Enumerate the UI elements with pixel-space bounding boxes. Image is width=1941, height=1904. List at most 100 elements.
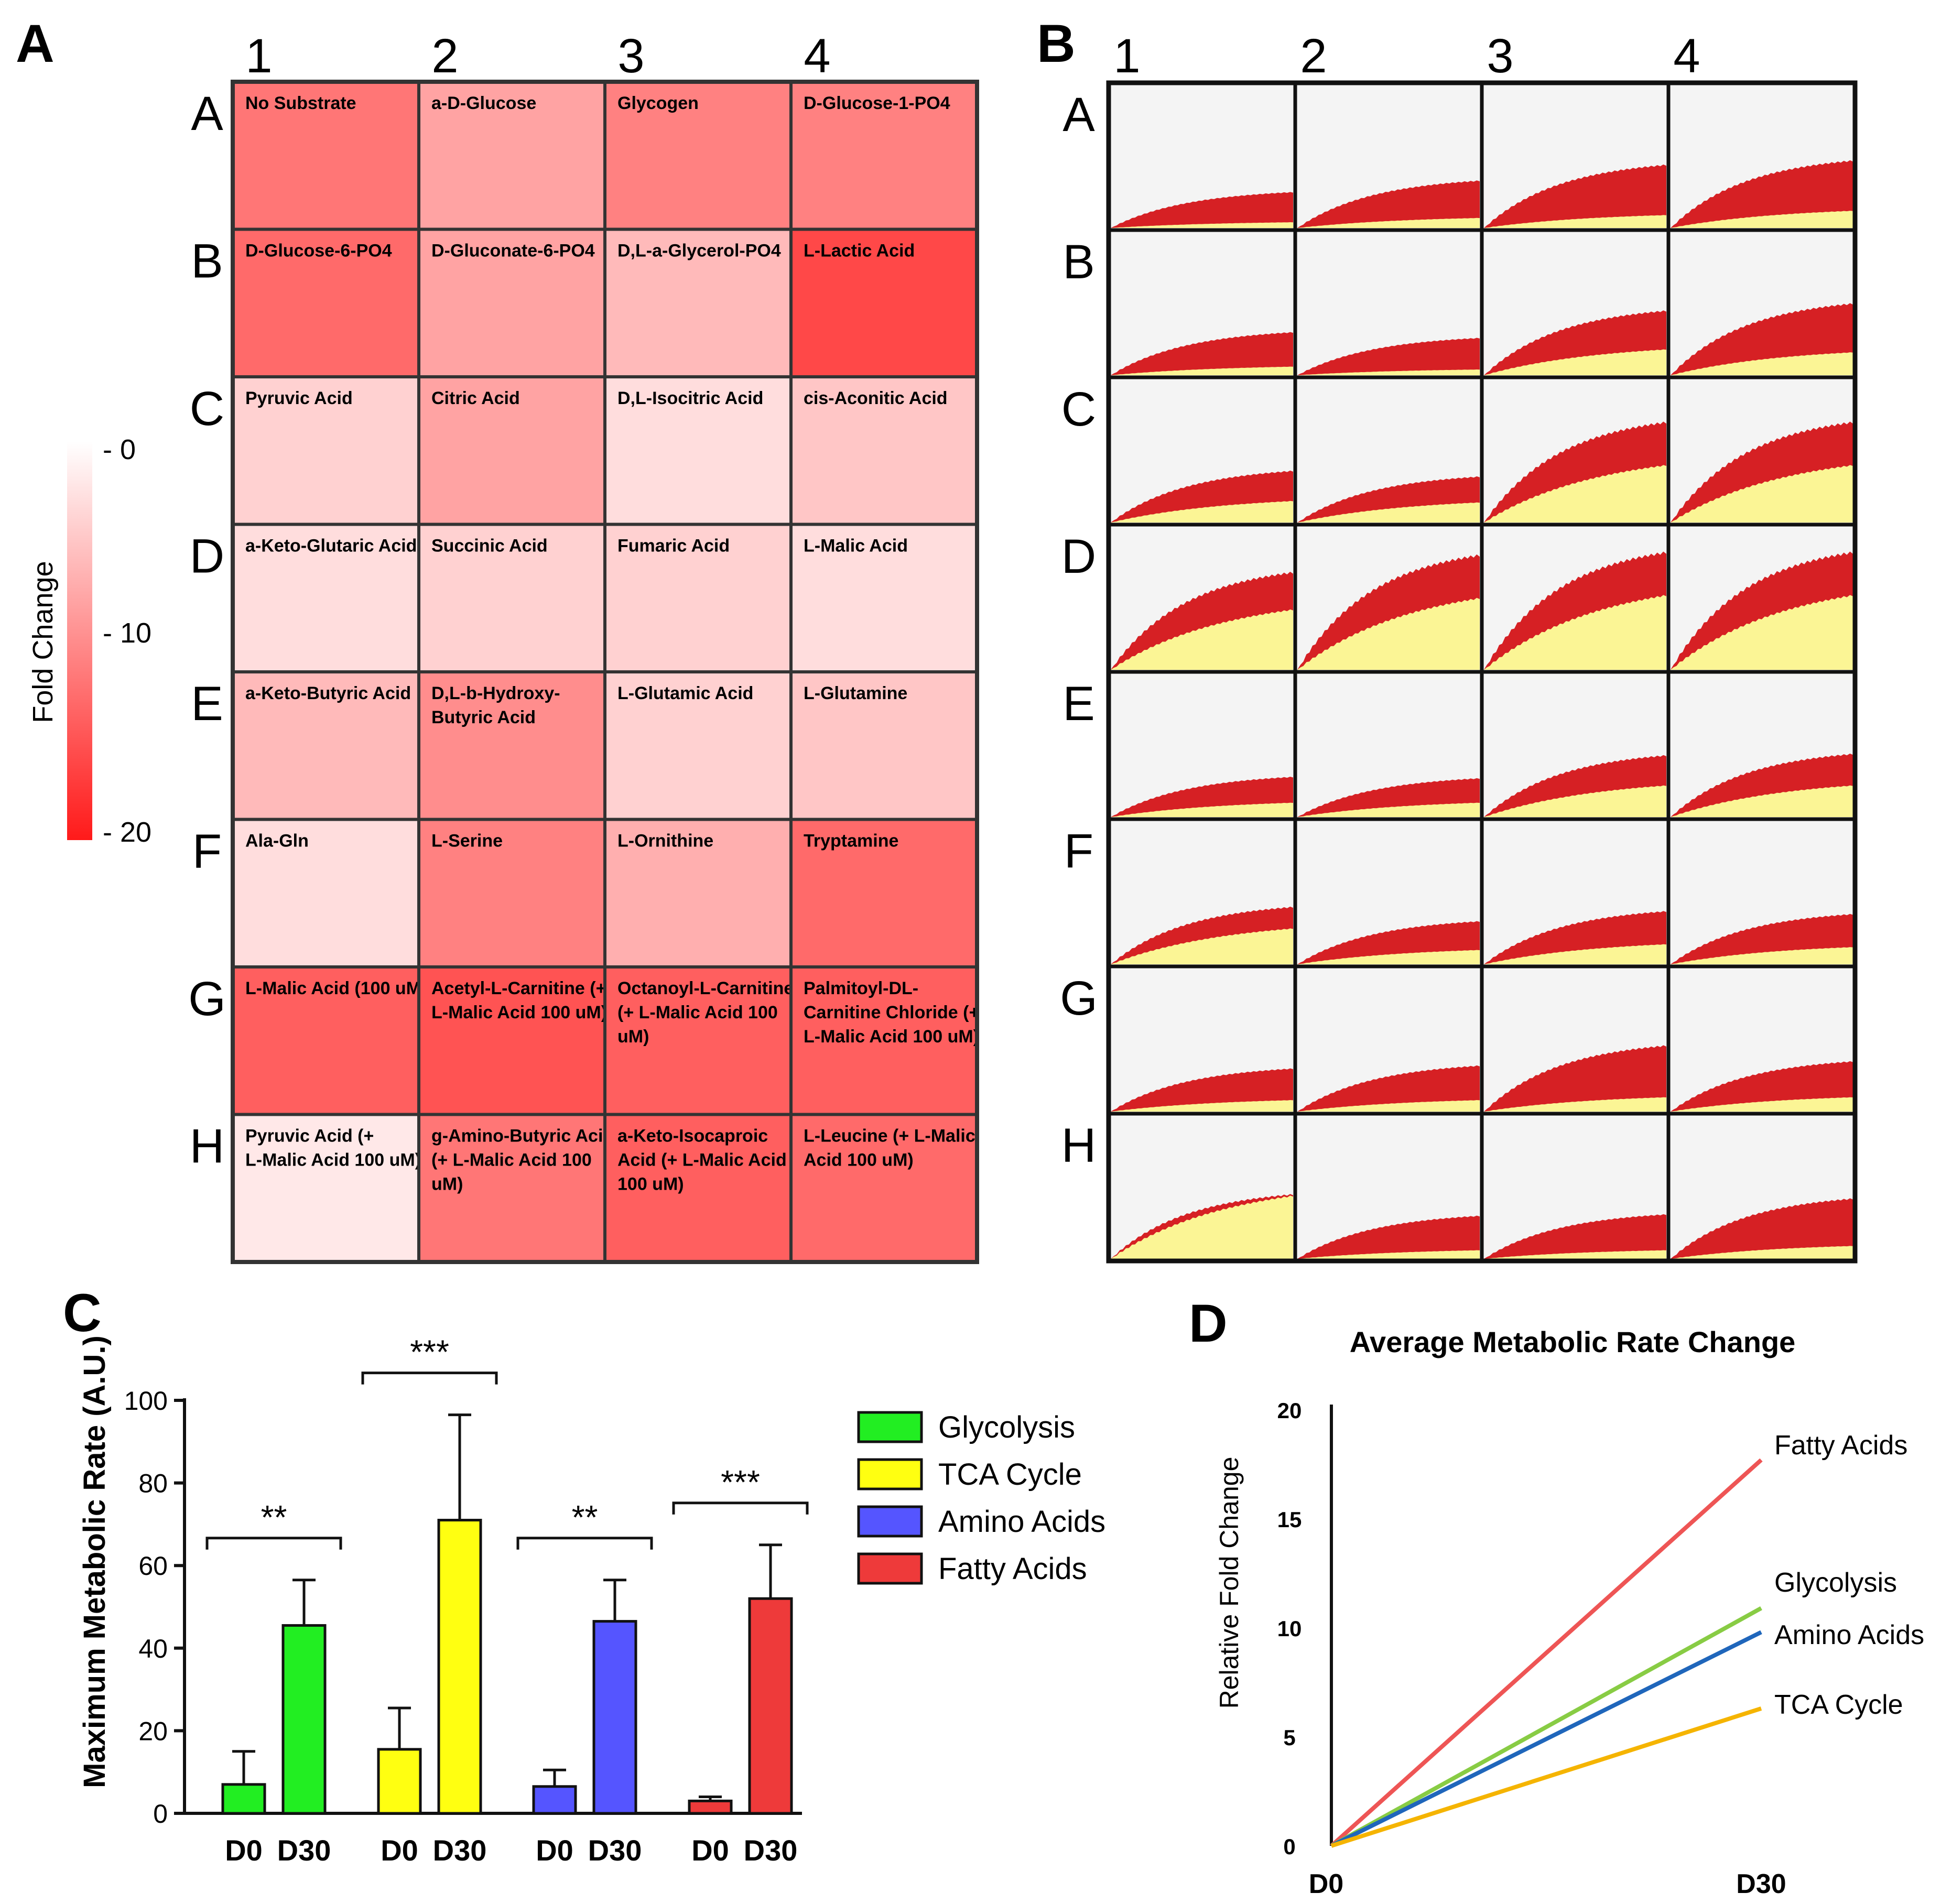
- colorbar: [67, 442, 92, 840]
- heatmap-row-G: G: [188, 972, 226, 1026]
- kinetic-yellow-area: [1111, 222, 1293, 228]
- heatmap-cell: [789, 965, 979, 1116]
- heatmap-cell-label: Citric Acid: [431, 388, 520, 408]
- line-title: Average Metabolic Rate Change: [1350, 1325, 1796, 1358]
- kinetic-yellow-area: [1297, 1100, 1480, 1112]
- kinetic-red-area: [1297, 1065, 1480, 1112]
- legend-label: Amino Acids: [938, 1505, 1105, 1539]
- significance-bracket: [361, 1372, 498, 1385]
- heatmap-cell-label: Carnitine Chloride (+: [804, 1003, 979, 1022]
- heatmap-cell-label: Fumaric Acid: [617, 536, 730, 556]
- heatmap-cell: [603, 1113, 793, 1264]
- heatmap-col-2: 2: [431, 29, 458, 83]
- kinetic-red-area: [1297, 338, 1480, 375]
- line-chart: Average Metabolic Rate Change Relative F…: [1215, 1325, 1924, 1899]
- bar-x-tick-label: D30: [588, 1834, 642, 1867]
- kinetic-yellow-area: [1297, 369, 1480, 375]
- significance-stars: **: [261, 1498, 287, 1536]
- heatmap-border: [231, 80, 979, 1264]
- heatmap-cell-label: Acetyl-L-Carnitine (+: [431, 978, 606, 998]
- kinetic-col-1: 1: [1113, 29, 1140, 83]
- heatmap-cell-label: L-Malic Acid: [804, 536, 908, 556]
- bar-ylabel: Maximum Metabolic Rate (A.U.): [78, 1335, 112, 1788]
- legend-swatch: [857, 1458, 923, 1490]
- heatmap-cell-label: L-Leucine (+ L-Malic: [804, 1126, 975, 1146]
- kinetic-yellow-area: [1297, 950, 1480, 964]
- heatmap-cell: [417, 375, 606, 526]
- kinetic-yellow-area: [1297, 802, 1480, 817]
- kinetic-red-area: [1111, 332, 1293, 375]
- kinetic-yellow-area: [1484, 215, 1666, 228]
- heatmap-cell-label: Pyruvic Acid: [245, 388, 353, 408]
- heatmap-cell-label: Acid (+ L-Malic Acid: [617, 1150, 787, 1170]
- heatmap-column-headers: 1 2 3 4: [245, 29, 830, 83]
- kinetic-yellow-area: [1671, 1097, 1853, 1112]
- bar-legend: Glycolysis TCA Cycle Amino Acids Fatty Acid…: [857, 1410, 1105, 1586]
- line-glycolysis: [1330, 1606, 1762, 1848]
- bar-y-tick-label: 60: [138, 1551, 168, 1581]
- kinetic-red-area: [1671, 160, 1853, 228]
- colorbar-tick-0: - 0: [103, 434, 136, 465]
- bar-amino-acids-d0: [532, 1785, 577, 1815]
- heatmap-row-A: A: [191, 87, 223, 140]
- line-x-tick-label: D30: [1736, 1869, 1786, 1899]
- line-label: TCA Cycle: [1774, 1690, 1903, 1720]
- kinetic-red-area: [1111, 1068, 1293, 1112]
- line-y-tick-label: 5: [1283, 1725, 1295, 1750]
- line-tca-cycle: [1330, 1706, 1762, 1848]
- kinetic-yellow-area: [1111, 802, 1293, 817]
- line-y-tick-label: 15: [1277, 1507, 1302, 1532]
- heatmap-row-D: D: [190, 530, 224, 583]
- kinetic-row-B: B: [1062, 235, 1094, 289]
- colorbar-label: Fold Change: [27, 561, 59, 723]
- heatmap-cell-label: a-Keto-Butyric Acid: [245, 683, 411, 703]
- heatmap-cell: [789, 670, 979, 821]
- heatmap-cell-label: a-Keto-Isocaproic: [617, 1126, 768, 1146]
- heatmap-cell-label: L-Malic Acid 100 uM): [431, 1003, 607, 1022]
- kinetic-yellow-area: [1671, 785, 1853, 817]
- heatmap-col-4: 4: [804, 29, 830, 83]
- line-marks: Fatty Acids Glycolysis Amino Acids TCA Cycl…: [1330, 1430, 1924, 1848]
- significance-bracket: [205, 1537, 342, 1550]
- kinetic-row-D: D: [1061, 530, 1096, 583]
- significance-bracket: [672, 1502, 809, 1515]
- bar-x-tick-label: D30: [744, 1834, 798, 1867]
- heatmap-cell: [231, 818, 420, 969]
- line-axes: 0 5 10 15 20 D0 D30: [1277, 1398, 1786, 1899]
- legend-swatch: [857, 1505, 923, 1538]
- heatmap-cell-label: D-Glucose-6-PO4: [245, 241, 392, 261]
- panel-label-a: A: [16, 14, 55, 73]
- heatmap-cell-label: Acid 100 uM): [804, 1150, 914, 1170]
- bar-marks: **********: [205, 1333, 809, 1815]
- line-y-tick-label: 10: [1277, 1616, 1302, 1641]
- heatmap-cell: [789, 227, 979, 378]
- heatmap-cell-label: (+ L-Malic Acid 100: [431, 1150, 592, 1170]
- kinetic-yellow-area: [1111, 928, 1293, 964]
- kinetic-row-headers: A B C D E F G H: [1060, 88, 1098, 1172]
- heatmap-cell: [417, 523, 606, 673]
- kinetic-col-2: 2: [1300, 29, 1327, 83]
- kinetic-yellow-area: [1484, 595, 1666, 670]
- heatmap-cell: [417, 818, 606, 969]
- heatmap-cell-label: D,L-a-Glycerol-PO4: [617, 241, 781, 261]
- heatmap-cell-label: D,L-Isocitric Acid: [617, 388, 763, 408]
- kinetic-red-area: [1297, 180, 1480, 228]
- kinetic-yellow-area: [1111, 501, 1293, 523]
- line-x-tick-label: D0: [1309, 1869, 1343, 1899]
- heatmap-row-H: H: [190, 1120, 224, 1173]
- colorbar-tick-10: - 10: [103, 617, 151, 649]
- kinetic-yellow-area: [1111, 366, 1293, 375]
- heatmap-cell-label: 100 uM): [617, 1174, 684, 1194]
- panel-label-c: C: [63, 1283, 102, 1343]
- heatmap-cell-label: a-Keto-Glutaric Acid: [245, 536, 417, 556]
- heatmap-cell-label: a-D-Glucose: [431, 93, 536, 113]
- bar-amino-acids-d30: [592, 1620, 637, 1815]
- heatmap-cell: [417, 80, 606, 231]
- kinetic-col-4: 4: [1673, 29, 1700, 83]
- kinetic-yellow-area: [1484, 349, 1666, 375]
- kinetic-plate: [1106, 80, 1858, 1264]
- bar-fatty-acids-d0: [688, 1799, 733, 1815]
- bar-chart: Maximum Metabolic Rate (A.U.) 0 20 40 60 80 1…: [78, 1333, 1105, 1867]
- heatmap-row-C: C: [190, 382, 224, 436]
- heatmap-row-headers: A B C D E F G H: [188, 87, 226, 1173]
